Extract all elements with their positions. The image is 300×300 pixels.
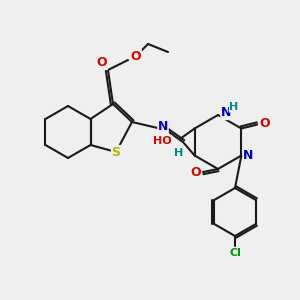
Text: N: N — [158, 121, 168, 134]
Text: N: N — [221, 106, 231, 119]
Text: N: N — [243, 149, 254, 162]
Text: S: S — [112, 146, 121, 158]
Text: O: O — [97, 56, 107, 70]
Text: H: H — [174, 148, 184, 158]
Text: HO: HO — [153, 136, 172, 146]
Text: H: H — [230, 102, 238, 112]
Text: O: O — [259, 117, 270, 130]
Text: Cl: Cl — [229, 248, 241, 258]
Text: O: O — [131, 50, 141, 62]
Text: O: O — [191, 167, 201, 179]
